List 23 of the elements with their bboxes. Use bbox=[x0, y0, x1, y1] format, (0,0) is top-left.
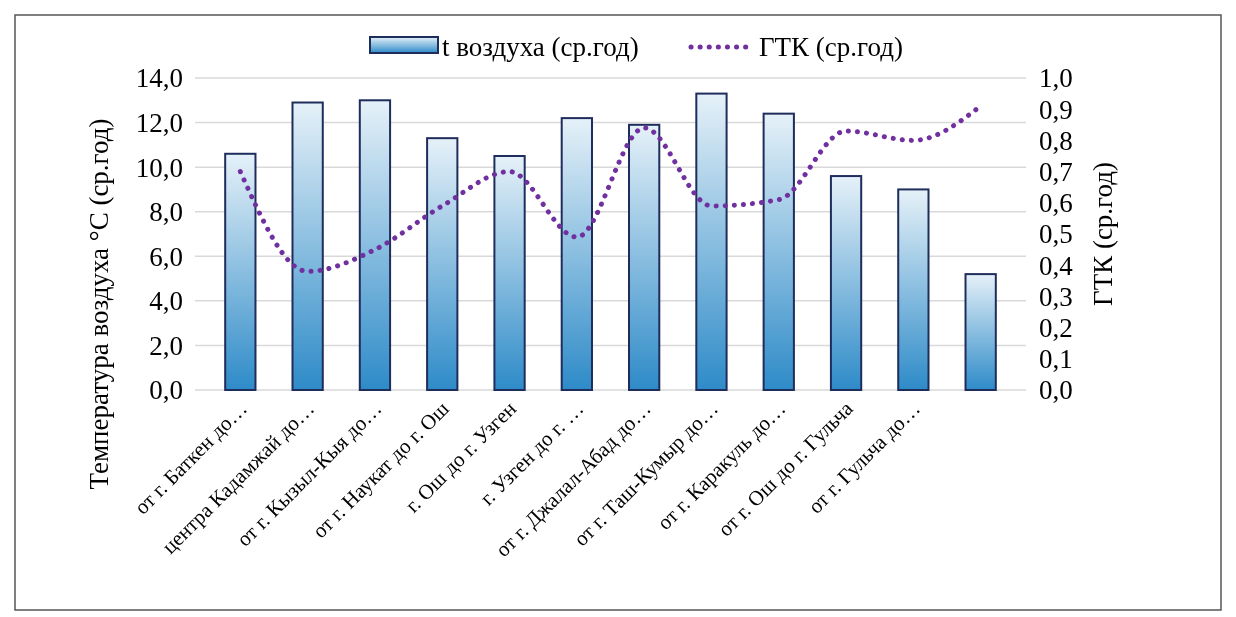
legend-label: t воздуха (ср.год) bbox=[442, 32, 639, 63]
y2-tick-label: 0,2 bbox=[1039, 313, 1073, 344]
y-tick-label: 8,0 bbox=[149, 197, 183, 228]
y-tick-label: 6,0 bbox=[149, 241, 183, 272]
legend-label: ГТК (ср.год) bbox=[759, 32, 903, 63]
y-tick-label: 14,0 bbox=[135, 63, 183, 94]
y2-tick-label: 0,3 bbox=[1039, 281, 1073, 312]
y-tick-label: 4,0 bbox=[149, 286, 183, 317]
y2-tick-label: 0,6 bbox=[1039, 188, 1073, 219]
y-tick-label: 2,0 bbox=[149, 330, 183, 361]
y2-tick-label: 0,4 bbox=[1039, 250, 1074, 281]
y2-tick-label: 0,5 bbox=[1039, 219, 1073, 250]
y-tick-label: 12,0 bbox=[135, 108, 183, 139]
y2-axis-title: ГТК (ср.год) bbox=[1088, 162, 1118, 306]
y2-tick-label: 0,0 bbox=[1039, 375, 1073, 406]
y2-tick-label: 1,0 bbox=[1039, 63, 1073, 94]
y-tick-label: 10,0 bbox=[135, 152, 183, 183]
y-tick-label: 0,0 bbox=[149, 375, 183, 406]
y2-tick-label: 0,7 bbox=[1039, 157, 1073, 188]
y2-tick-label: 0,8 bbox=[1039, 125, 1073, 156]
y2-tick-label: 0,1 bbox=[1039, 344, 1073, 375]
y-axis-title: Температура воздуха °C (ср.год) bbox=[84, 118, 114, 490]
y2-tick-label: 0,9 bbox=[1039, 94, 1073, 125]
